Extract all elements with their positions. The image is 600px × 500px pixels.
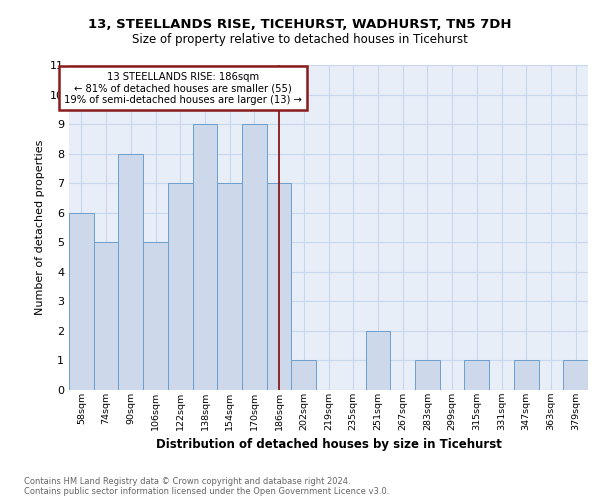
Bar [563,360,588,390]
Bar [168,183,193,390]
Bar [365,331,390,390]
Bar [292,360,316,390]
Text: 13, STEELLANDS RISE, TICEHURST, WADHURST, TN5 7DH: 13, STEELLANDS RISE, TICEHURST, WADHURST… [88,18,512,30]
Y-axis label: Number of detached properties: Number of detached properties [35,140,44,315]
Bar [217,183,242,390]
Bar [464,360,489,390]
Bar [143,242,168,390]
Bar [193,124,217,390]
Bar [242,124,267,390]
Bar [415,360,440,390]
Text: 13 STEELLANDS RISE: 186sqm
← 81% of detached houses are smaller (55)
19% of semi: 13 STEELLANDS RISE: 186sqm ← 81% of deta… [64,72,302,104]
Text: Size of property relative to detached houses in Ticehurst: Size of property relative to detached ho… [132,32,468,46]
Bar [94,242,118,390]
X-axis label: Distribution of detached houses by size in Ticehurst: Distribution of detached houses by size … [155,438,502,451]
Bar [69,212,94,390]
Bar [118,154,143,390]
Text: Contains public sector information licensed under the Open Government Licence v3: Contains public sector information licen… [24,487,389,496]
Bar [514,360,539,390]
Bar [267,183,292,390]
Text: Contains HM Land Registry data © Crown copyright and database right 2024.: Contains HM Land Registry data © Crown c… [24,477,350,486]
